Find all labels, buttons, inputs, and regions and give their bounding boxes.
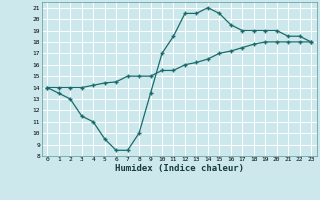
X-axis label: Humidex (Indice chaleur): Humidex (Indice chaleur) bbox=[115, 164, 244, 173]
